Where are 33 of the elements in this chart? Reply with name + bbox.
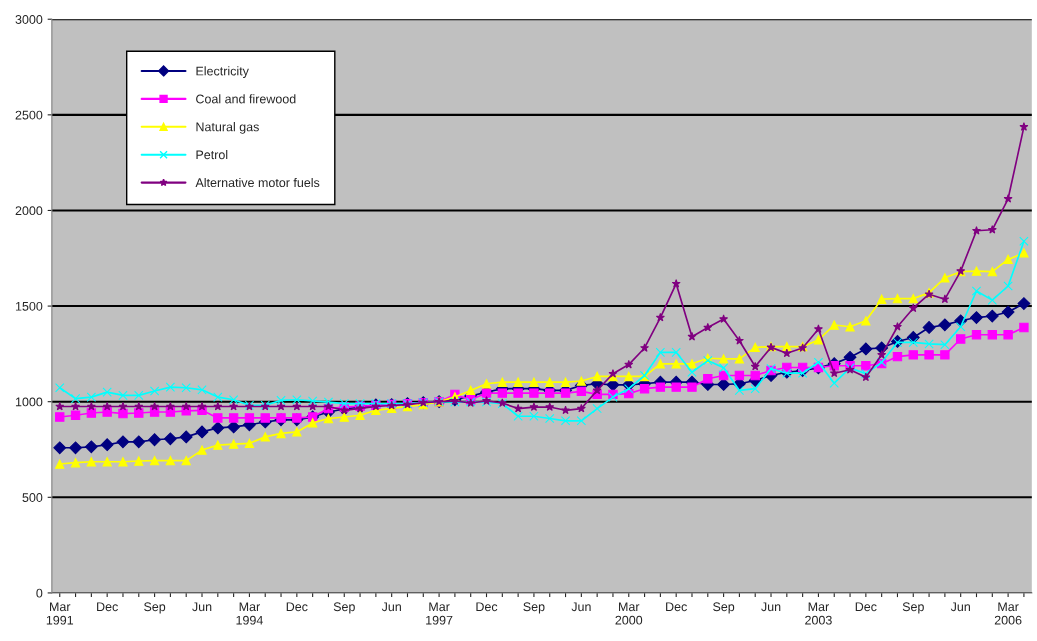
x-tick-label: Dec <box>97 602 118 612</box>
x-tick-label: Mar 2003 <box>805 602 832 625</box>
x-tick-label: Mar 1991 <box>46 602 74 625</box>
x-tick-label: Jun <box>950 602 970 612</box>
x-tick-label: Sep <box>713 602 735 614</box>
x-tick-label: Jun <box>571 602 591 612</box>
legend-label: Electricity <box>196 66 249 78</box>
x-tick-label: Sep <box>333 602 355 614</box>
x-tick-label: Jun <box>761 602 781 612</box>
y-tick-label: 0 <box>36 588 43 598</box>
legend-label: Petrol <box>196 150 228 160</box>
y-tick-label: 1000 <box>15 397 43 407</box>
x-tick-label: Dec <box>286 602 308 612</box>
x-tick-label: Sep <box>902 602 924 614</box>
legend-label: Alternative motor fuels <box>195 177 320 188</box>
x-tick-label: Sep <box>523 602 545 614</box>
x-tick-label: Sep <box>144 602 166 614</box>
x-tick-label: Mar 1994 <box>236 602 263 625</box>
y-tick-label: 1500 <box>15 301 43 311</box>
x-tick-label: Dec <box>476 602 498 612</box>
x-tick-label: Mar 1997 <box>426 602 453 625</box>
x-tick-label: Jun <box>192 602 212 612</box>
legend-label: Coal and firewood <box>196 94 296 104</box>
x-tick-label: Dec <box>666 602 687 612</box>
legend-label: Natural gas <box>196 122 259 134</box>
y-tick-label: 2500 <box>15 110 43 120</box>
x-tick-label: Dec <box>855 602 877 612</box>
y-tick-label: 2000 <box>15 206 43 216</box>
x-tick-label: Jun <box>381 602 401 612</box>
x-tick-label: Mar 2000 <box>615 602 643 625</box>
x-tick-label: Mar 2006 <box>994 602 1022 625</box>
y-tick-label: 500 <box>22 493 43 502</box>
y-tick-label: 3000 <box>15 15 43 24</box>
